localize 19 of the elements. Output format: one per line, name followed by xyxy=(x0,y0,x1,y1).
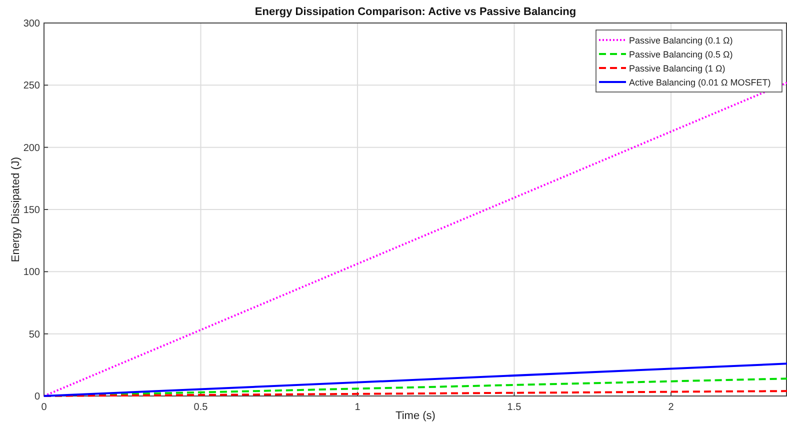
y-axis-title: Energy Dissipated (J) xyxy=(10,156,22,262)
x-tick-label: 0 xyxy=(41,402,48,413)
x-tick-label: 1 xyxy=(354,402,361,413)
y-tick-label: 200 xyxy=(23,142,40,154)
chart-title: Energy Dissipation Comparison: Active vs Passive Balancing xyxy=(254,6,576,18)
y-tick-label: 300 xyxy=(23,18,40,30)
y-tick-label: 100 xyxy=(23,267,40,278)
legend-label: Passive Balancing (0.5 Ω) xyxy=(629,50,733,60)
legend-label: Passive Balancing (1 Ω) xyxy=(629,64,726,74)
legend-label: Active Balancing (0.01 Ω MOSFET) xyxy=(629,78,771,88)
y-tick-label: 0 xyxy=(34,392,40,402)
legend-label: Passive Balancing (0.1 Ω) xyxy=(629,36,733,46)
y-tick-label: 250 xyxy=(23,80,40,92)
x-tick-label: 1.5 xyxy=(507,402,522,413)
y-tick-label: 150 xyxy=(23,205,40,216)
y-tick-label: 50 xyxy=(28,329,40,340)
x-tick-label: 2 xyxy=(668,402,674,413)
x-tick-label: 0.5 xyxy=(194,402,208,413)
x-axis-title: Time (s) xyxy=(396,410,436,422)
